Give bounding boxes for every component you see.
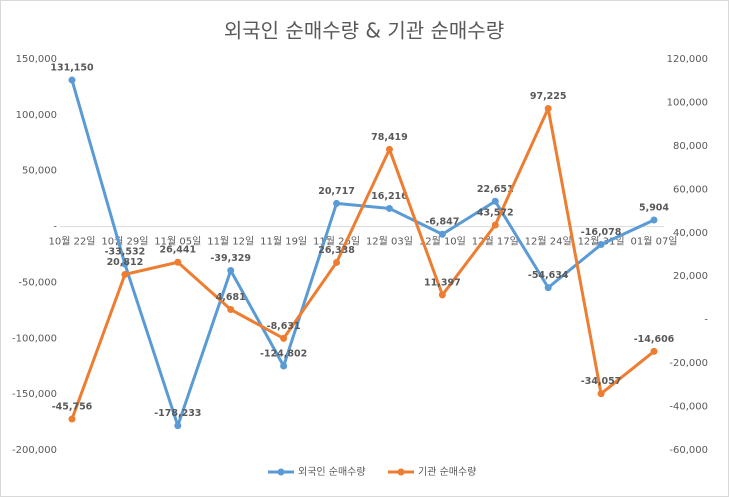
data-label: -14,606 <box>634 334 675 345</box>
data-point <box>438 291 446 299</box>
data-label: 20,717 <box>318 186 355 197</box>
data-label: -45,756 <box>52 402 93 413</box>
data-label: 5,904 <box>639 202 669 213</box>
legend-marker <box>397 468 405 476</box>
data-point <box>280 362 288 370</box>
y2-tick-label: 120,000 <box>667 54 708 65</box>
data-point <box>385 204 393 212</box>
data-point <box>280 334 288 342</box>
data-point <box>650 216 658 224</box>
data-point <box>174 258 182 266</box>
x-tick-label: 11월 12일 <box>207 236 254 248</box>
y-tick-label: 50,000 <box>22 166 57 177</box>
data-label: -39,329 <box>210 253 251 264</box>
y2-tick-label: 60,000 <box>673 184 708 195</box>
x-tick-label: 11월 05일 <box>154 236 201 248</box>
data-point <box>121 260 129 268</box>
y2-tick-label: - <box>704 315 708 326</box>
y2-tick-label: 20,000 <box>673 271 708 282</box>
data-label: 26,441 <box>159 245 196 256</box>
data-label: 43,572 <box>477 208 514 219</box>
data-point <box>491 221 499 229</box>
data-point <box>544 284 552 292</box>
data-label: -124,802 <box>260 348 307 359</box>
data-label: -6,847 <box>425 217 459 228</box>
data-label: -178,233 <box>154 408 201 419</box>
data-label: 11,397 <box>424 277 461 288</box>
data-label: 4,681 <box>216 292 246 303</box>
y-tick-label: 100,000 <box>16 110 57 121</box>
data-point <box>385 145 393 153</box>
x-tick-label: 12월 10일 <box>419 236 466 248</box>
data-label: -33,532 <box>105 247 146 258</box>
data-point <box>438 230 446 238</box>
chart-title: 외국인 순매수량 & 기관 순매수량 <box>224 19 504 43</box>
data-point <box>227 305 235 313</box>
data-point <box>68 76 76 84</box>
series-line <box>70 106 655 420</box>
y-tick-label: 150,000 <box>16 54 57 65</box>
y-tick-label: -100,000 <box>12 333 57 344</box>
data-label: 78,419 <box>371 132 408 143</box>
data-label: 26,338 <box>318 245 355 256</box>
data-label: 22,651 <box>477 184 514 195</box>
data-point <box>597 390 605 398</box>
data-point <box>121 270 129 278</box>
y-tick-label: -50,000 <box>18 277 57 288</box>
data-label: 97,225 <box>530 91 567 102</box>
data-label: -34,057 <box>581 376 622 387</box>
data-point <box>174 422 182 430</box>
legend-label: 기관 순매수량 <box>418 466 476 478</box>
x-tick-label: 12월 03일 <box>366 236 413 248</box>
data-point <box>227 267 235 275</box>
x-tick-label: 11월 19일 <box>260 236 307 248</box>
x-tick-label: 12월 24일 <box>525 236 572 248</box>
y2-tick-label: 80,000 <box>673 141 708 152</box>
data-label: -54,634 <box>528 270 569 281</box>
y2-tick-label: 100,000 <box>667 97 708 108</box>
data-point <box>597 241 605 249</box>
y2-tick-label: -20,000 <box>669 358 708 369</box>
data-label: -8,631 <box>267 321 301 332</box>
data-point <box>68 415 76 423</box>
legend-marker <box>277 468 285 476</box>
y-tick-label: -200,000 <box>12 445 57 456</box>
data-label: 131,150 <box>50 63 94 74</box>
x-tick-label: 10월 29일 <box>101 236 148 248</box>
x-tick-label: 10월 22일 <box>48 236 95 248</box>
data-point <box>544 104 552 112</box>
y2-tick-label: -40,000 <box>669 402 708 413</box>
data-point <box>333 258 341 266</box>
data-point <box>650 347 658 355</box>
x-tick-label: 01월 07일 <box>630 236 677 248</box>
data-point <box>333 199 341 207</box>
data-point <box>491 197 499 205</box>
y-tick-label: - <box>53 222 57 233</box>
y2-tick-label: -60,000 <box>669 445 708 456</box>
legend-label: 외국인 순매수량 <box>298 466 366 478</box>
y-tick-label: -150,000 <box>12 389 57 400</box>
data-label: 16,216 <box>371 191 408 202</box>
data-label: -16,078 <box>581 227 622 238</box>
y2-tick-label: 40,000 <box>673 228 708 239</box>
data-label: 20,812 <box>107 257 144 268</box>
